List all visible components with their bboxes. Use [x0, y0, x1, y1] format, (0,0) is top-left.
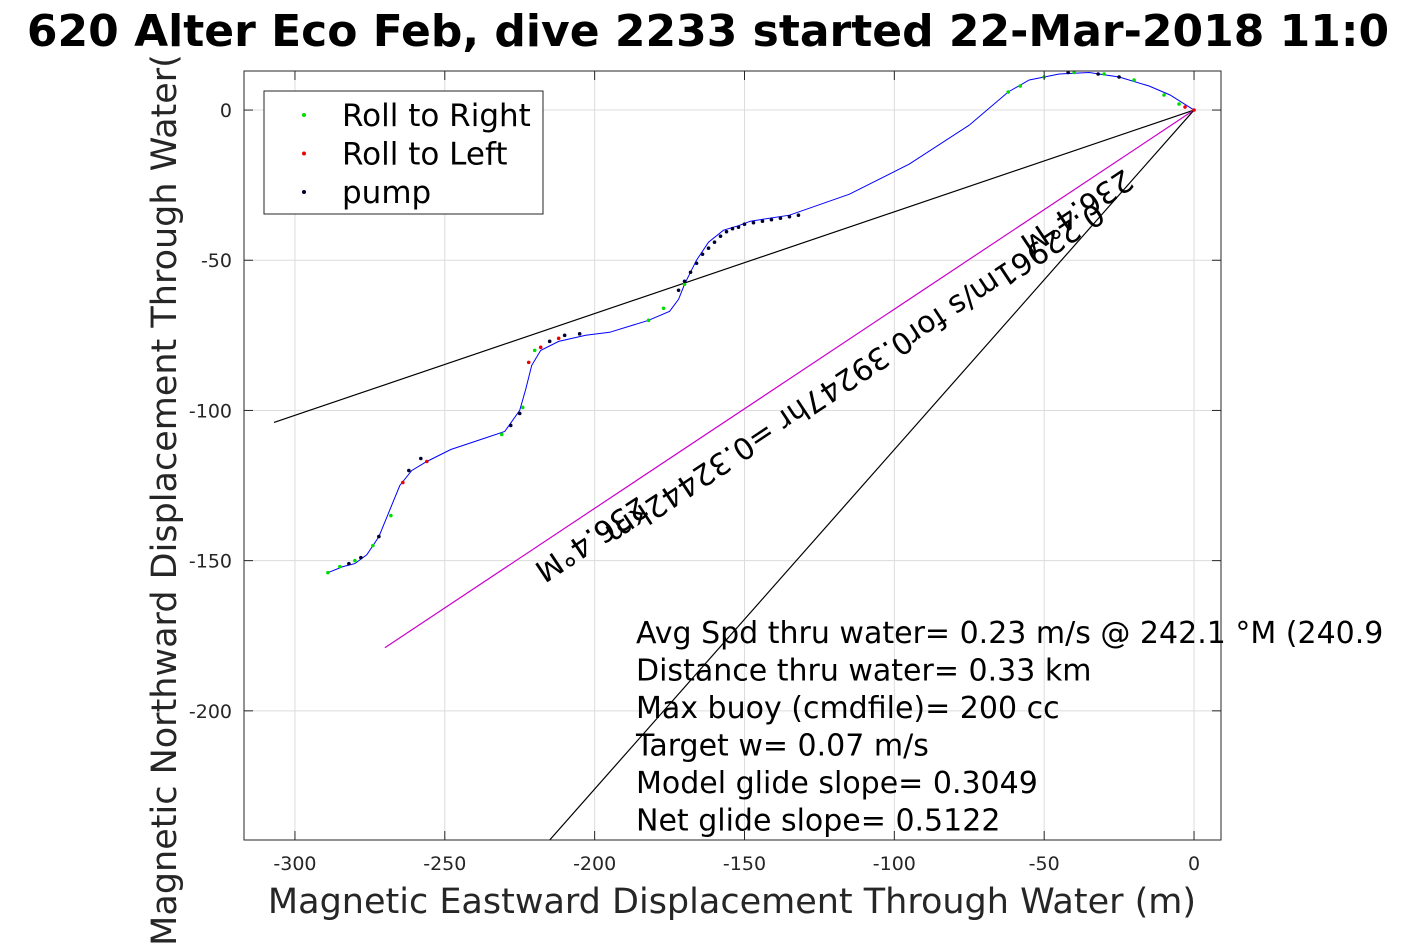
roll-right-point	[661, 306, 666, 311]
legend-label: Roll to Left	[342, 137, 508, 173]
chart-title: 620 Alter Eco Feb, dive 2233 started 22-…	[27, 6, 1389, 57]
y-tick-label: -50	[201, 250, 232, 272]
roll-right-point	[389, 513, 393, 518]
roll-right-point	[371, 543, 375, 548]
roll-right-point	[1177, 102, 1181, 106]
roll-right-point	[499, 432, 504, 437]
legend-label: Roll to Right	[342, 98, 531, 134]
pump-point	[547, 339, 552, 344]
roll-left-point	[526, 360, 531, 365]
summary-annotation: Model glide slope= 0.3049	[636, 766, 1038, 801]
summary-annotation: Net glide slope= 0.5122	[636, 804, 1000, 839]
pump-point	[751, 220, 756, 225]
pump-point	[682, 279, 687, 284]
pump-point	[694, 261, 699, 266]
roll-left-point	[401, 480, 405, 485]
pump-point	[769, 217, 774, 222]
pump-point	[407, 468, 411, 473]
pump-point	[736, 225, 741, 230]
x-tick-label: -50	[1029, 853, 1060, 875]
plot-frame	[243, 70, 1222, 841]
pump-point	[1096, 72, 1100, 76]
roll-right-point	[1162, 93, 1166, 97]
y-tick-label: 0	[220, 100, 232, 122]
roll-left-point	[425, 459, 429, 464]
roll-right-point	[1072, 71, 1076, 75]
x-tick-label: 0	[1188, 853, 1200, 875]
pump-point	[796, 213, 801, 217]
roll-right-point	[520, 405, 525, 410]
roll-left-point	[1183, 105, 1187, 109]
pump-point	[778, 216, 783, 220]
x-tick-label: -100	[873, 853, 916, 875]
pump-point	[724, 229, 729, 234]
x-axis-title: Magnetic Eastward Displacement Through W…	[268, 882, 1196, 922]
pump-point	[712, 240, 717, 245]
summary-annotation: Distance thru water= 0.33 km	[636, 654, 1091, 689]
data-layer	[273, 71, 1196, 840]
roll-left-point	[556, 336, 561, 341]
reference-line	[273, 109, 1195, 424]
pump-point	[377, 534, 381, 539]
roll-right-point	[1018, 84, 1023, 88]
roll-right-point	[682, 282, 687, 287]
legend-box	[263, 90, 544, 215]
reference-line	[384, 109, 1195, 649]
summary-annotation: Max buoy (cmdfile)= 200 cc	[636, 691, 1060, 726]
pump-point	[688, 270, 693, 275]
pump-point	[359, 555, 363, 560]
pump-point	[787, 214, 792, 219]
tick-labels: -300 -250 -200 -150 -100 -50 0 0 -50 -100 -150 -200	[189, 71, 1221, 875]
pump-point	[760, 219, 765, 223]
roll-right-point	[532, 348, 537, 353]
pump-point	[742, 222, 747, 226]
legend-marker	[302, 190, 306, 194]
roll-right-point	[353, 558, 357, 563]
pump-point	[517, 411, 522, 416]
roll-right-point	[646, 318, 651, 323]
x-tick-label: -250	[423, 853, 466, 875]
roll-right-point	[1102, 72, 1106, 76]
y-axis-title: Magnetic Northward Displacement Through …	[145, 54, 185, 945]
reference-line	[549, 109, 1195, 840]
pump-point	[700, 252, 705, 257]
x-tick-label: -300	[273, 853, 316, 875]
pump-point	[676, 288, 681, 293]
pump-point	[1066, 71, 1070, 75]
roll-left-point	[538, 345, 543, 350]
pump-point	[419, 456, 423, 461]
roll-left-point	[1192, 108, 1196, 112]
x-tick-label: -200	[573, 853, 616, 875]
summary-annotation: Target w= 0.07 m/s	[635, 729, 929, 764]
track-line	[327, 71, 1195, 574]
pump-point	[508, 423, 513, 428]
roll-right-point	[338, 564, 342, 569]
roll-right-point	[1132, 78, 1136, 82]
y-tick-label: -150	[189, 551, 232, 573]
pump-point	[1117, 75, 1121, 79]
pump-point	[577, 332, 582, 336]
roll-right-point	[1006, 90, 1011, 94]
summary-annotation: Avg Spd thru water= 0.23 m/s @ 242.1 °M …	[636, 616, 1383, 651]
roll-right-point	[326, 570, 330, 575]
pump-point	[718, 234, 723, 239]
legend-label: pump	[342, 175, 431, 211]
y-tick-label: -200	[189, 701, 232, 723]
legend-marker	[302, 151, 306, 156]
pump-point	[562, 333, 567, 338]
x-tick-label: -150	[723, 853, 766, 875]
legend-marker	[302, 113, 306, 117]
pump-point	[347, 561, 351, 566]
pump-point	[730, 226, 735, 231]
pump-point	[706, 246, 711, 251]
y-tick-label: -100	[189, 400, 232, 422]
